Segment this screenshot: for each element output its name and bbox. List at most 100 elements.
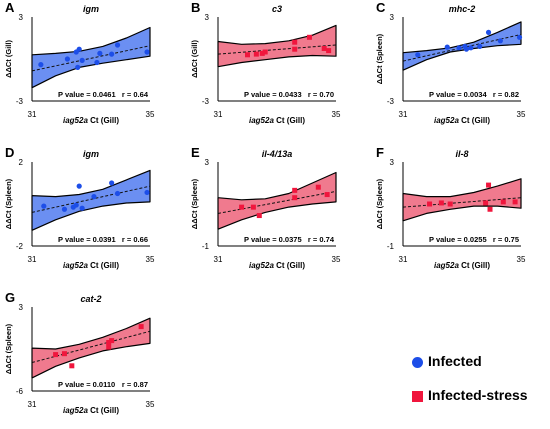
- y-axis-label: ΔΔCt (Spleen): [4, 323, 13, 374]
- x-axis-label-unit: Ct (Gill): [88, 261, 119, 270]
- panel-plot: 3 -6 31 35 ΔΔCt (Spleen) iag52a Ct (Gill) P va…: [4, 303, 155, 415]
- x-tick-label: 31: [399, 255, 408, 264]
- x-axis-label: iag52a Ct (Gill): [249, 116, 305, 125]
- panel-a: A igm 3 -3 31 35 ΔΔCt (Gill) iag52a Ct (Gill)…: [0, 0, 178, 138]
- r-value-label: r = 0.70: [308, 90, 334, 99]
- x-tick-label: 35: [146, 400, 155, 409]
- data-point: [73, 202, 79, 208]
- data-point: [516, 34, 523, 40]
- y-tick-label: 3: [205, 13, 210, 22]
- panel-label: D: [5, 145, 15, 160]
- data-point: [306, 34, 312, 40]
- x-tick-label: 35: [146, 255, 155, 264]
- panel-plot: 3 -3 31 35 ΔΔCt (Gill) iag52a Ct (Gill) P valu…: [4, 13, 155, 125]
- confidence-band: [31, 169, 151, 231]
- y-tick-label: 2: [19, 158, 24, 167]
- y-tick-label: -3: [387, 97, 395, 106]
- panel-g: G cat-2 3 -6 31 35 ΔΔCt (Spleen) iag52a Ct (G…: [0, 290, 178, 428]
- data-point: [61, 206, 68, 212]
- panel-label: E: [191, 145, 200, 160]
- y-axis-label: ΔΔCt (Spleen): [190, 178, 199, 229]
- data-point: [468, 45, 474, 51]
- p-value-label: P value = 0.0110: [58, 380, 115, 389]
- y-axis-label: ΔΔCt (Spleen): [4, 178, 13, 229]
- circle-marker-icon: [412, 357, 423, 368]
- data-point: [447, 201, 453, 207]
- data-point: [487, 206, 493, 212]
- x-axis-label-gene: iag52a: [63, 116, 88, 125]
- data-point: [259, 50, 265, 56]
- x-tick-label: 35: [146, 110, 155, 119]
- panel-f: F il-8 3 -1 31 35 ΔΔCt (Spleen) iag52a Ct (Gi…: [371, 145, 549, 283]
- r-value-label: r = 0.82: [493, 90, 519, 99]
- data-point: [76, 46, 82, 52]
- data-point: [292, 187, 298, 193]
- x-tick-label: 35: [517, 255, 526, 264]
- panel-plot: 2 -2 31 35 ΔΔCt (Spleen) iag52a Ct (Gill) P va…: [4, 158, 155, 270]
- data-point: [256, 213, 262, 219]
- data-point: [114, 190, 121, 197]
- data-point: [427, 201, 433, 207]
- panel-label: A: [5, 0, 15, 15]
- x-tick-label: 35: [332, 110, 341, 119]
- y-tick-label: -3: [202, 97, 210, 106]
- panel-title: il-4/13a: [261, 149, 293, 159]
- x-axis-label-unit: Ct (Gill): [459, 261, 490, 270]
- data-point: [292, 46, 298, 52]
- y-axis-label: ΔΔCt (Gill): [190, 40, 199, 78]
- data-point: [262, 49, 268, 55]
- p-value-label: P value = 0.0034: [429, 90, 487, 99]
- x-axis-label-gene: iag52a: [249, 116, 274, 125]
- regression-line: [31, 185, 151, 213]
- data-point: [321, 46, 327, 51]
- regression-line: [217, 190, 337, 214]
- confidence-band: [402, 178, 522, 222]
- panel-plot: 3 -3 31 35 ΔΔCt (Spleen) iag52a Ct (Gill) P va…: [375, 13, 526, 125]
- data-point: [41, 203, 47, 209]
- r-value-label: r = 0.87: [122, 380, 148, 389]
- x-axis-label-gene: iag52a: [249, 261, 274, 270]
- panel-title: igm: [82, 149, 99, 159]
- p-value-label: P value = 0.0391: [58, 235, 116, 244]
- panel-title: cat-2: [80, 294, 102, 304]
- confidence-band: [31, 317, 151, 379]
- x-axis-label: iag52a Ct (Gill): [63, 406, 119, 415]
- x-axis-label: iag52a Ct (Gill): [63, 261, 119, 270]
- data-point: [91, 194, 97, 200]
- square-marker-icon: [412, 391, 423, 402]
- data-point: [53, 352, 59, 358]
- x-axis-label-unit: Ct (Gill): [274, 116, 305, 125]
- panel-d: D igm 2 -2 31 35 ΔΔCt (Spleen) iag52a Ct (Gil…: [0, 145, 178, 283]
- data-point: [109, 180, 115, 186]
- x-axis-label-gene: iag52a: [63, 261, 88, 270]
- x-axis-label-gene: iag52a: [434, 116, 459, 125]
- data-point: [106, 344, 112, 350]
- p-value-label: P value = 0.0255: [429, 235, 487, 244]
- data-point: [500, 199, 506, 205]
- panel-label: G: [5, 290, 16, 305]
- x-axis-label-unit: Ct (Gill): [274, 261, 305, 270]
- panel-label: B: [191, 0, 201, 15]
- data-point: [64, 56, 70, 62]
- data-point: [315, 184, 321, 190]
- legend-label-infected-stress: Infected-stress: [428, 387, 528, 403]
- panel-e: E il-4/13a 3 -1 31 35 ΔΔCt (Spleen) iag52a Ct…: [186, 145, 364, 283]
- data-point: [144, 189, 150, 196]
- x-tick-label: 35: [332, 255, 341, 264]
- y-tick-label: 3: [390, 13, 395, 22]
- data-point: [79, 205, 85, 211]
- panel-title: il-8: [455, 149, 469, 159]
- data-point: [483, 200, 489, 206]
- y-tick-label: -1: [387, 242, 395, 251]
- x-axis-label-unit: Ct (Gill): [88, 116, 119, 125]
- data-point: [38, 62, 44, 68]
- panel-plot: 3 -1 31 35 ΔΔCt (Spleen) iag52a Ct (Gill) P va…: [375, 158, 526, 270]
- p-value-label: P value = 0.0375: [244, 235, 302, 244]
- x-tick-label: 31: [214, 110, 223, 119]
- panel-label: F: [376, 145, 384, 160]
- legend-infected-stress: Infected-stress: [412, 387, 550, 407]
- legend-infected: Infected: [412, 353, 550, 373]
- r-value-label: r = 0.66: [122, 235, 148, 244]
- panel-label: C: [376, 0, 386, 15]
- data-point: [76, 183, 82, 189]
